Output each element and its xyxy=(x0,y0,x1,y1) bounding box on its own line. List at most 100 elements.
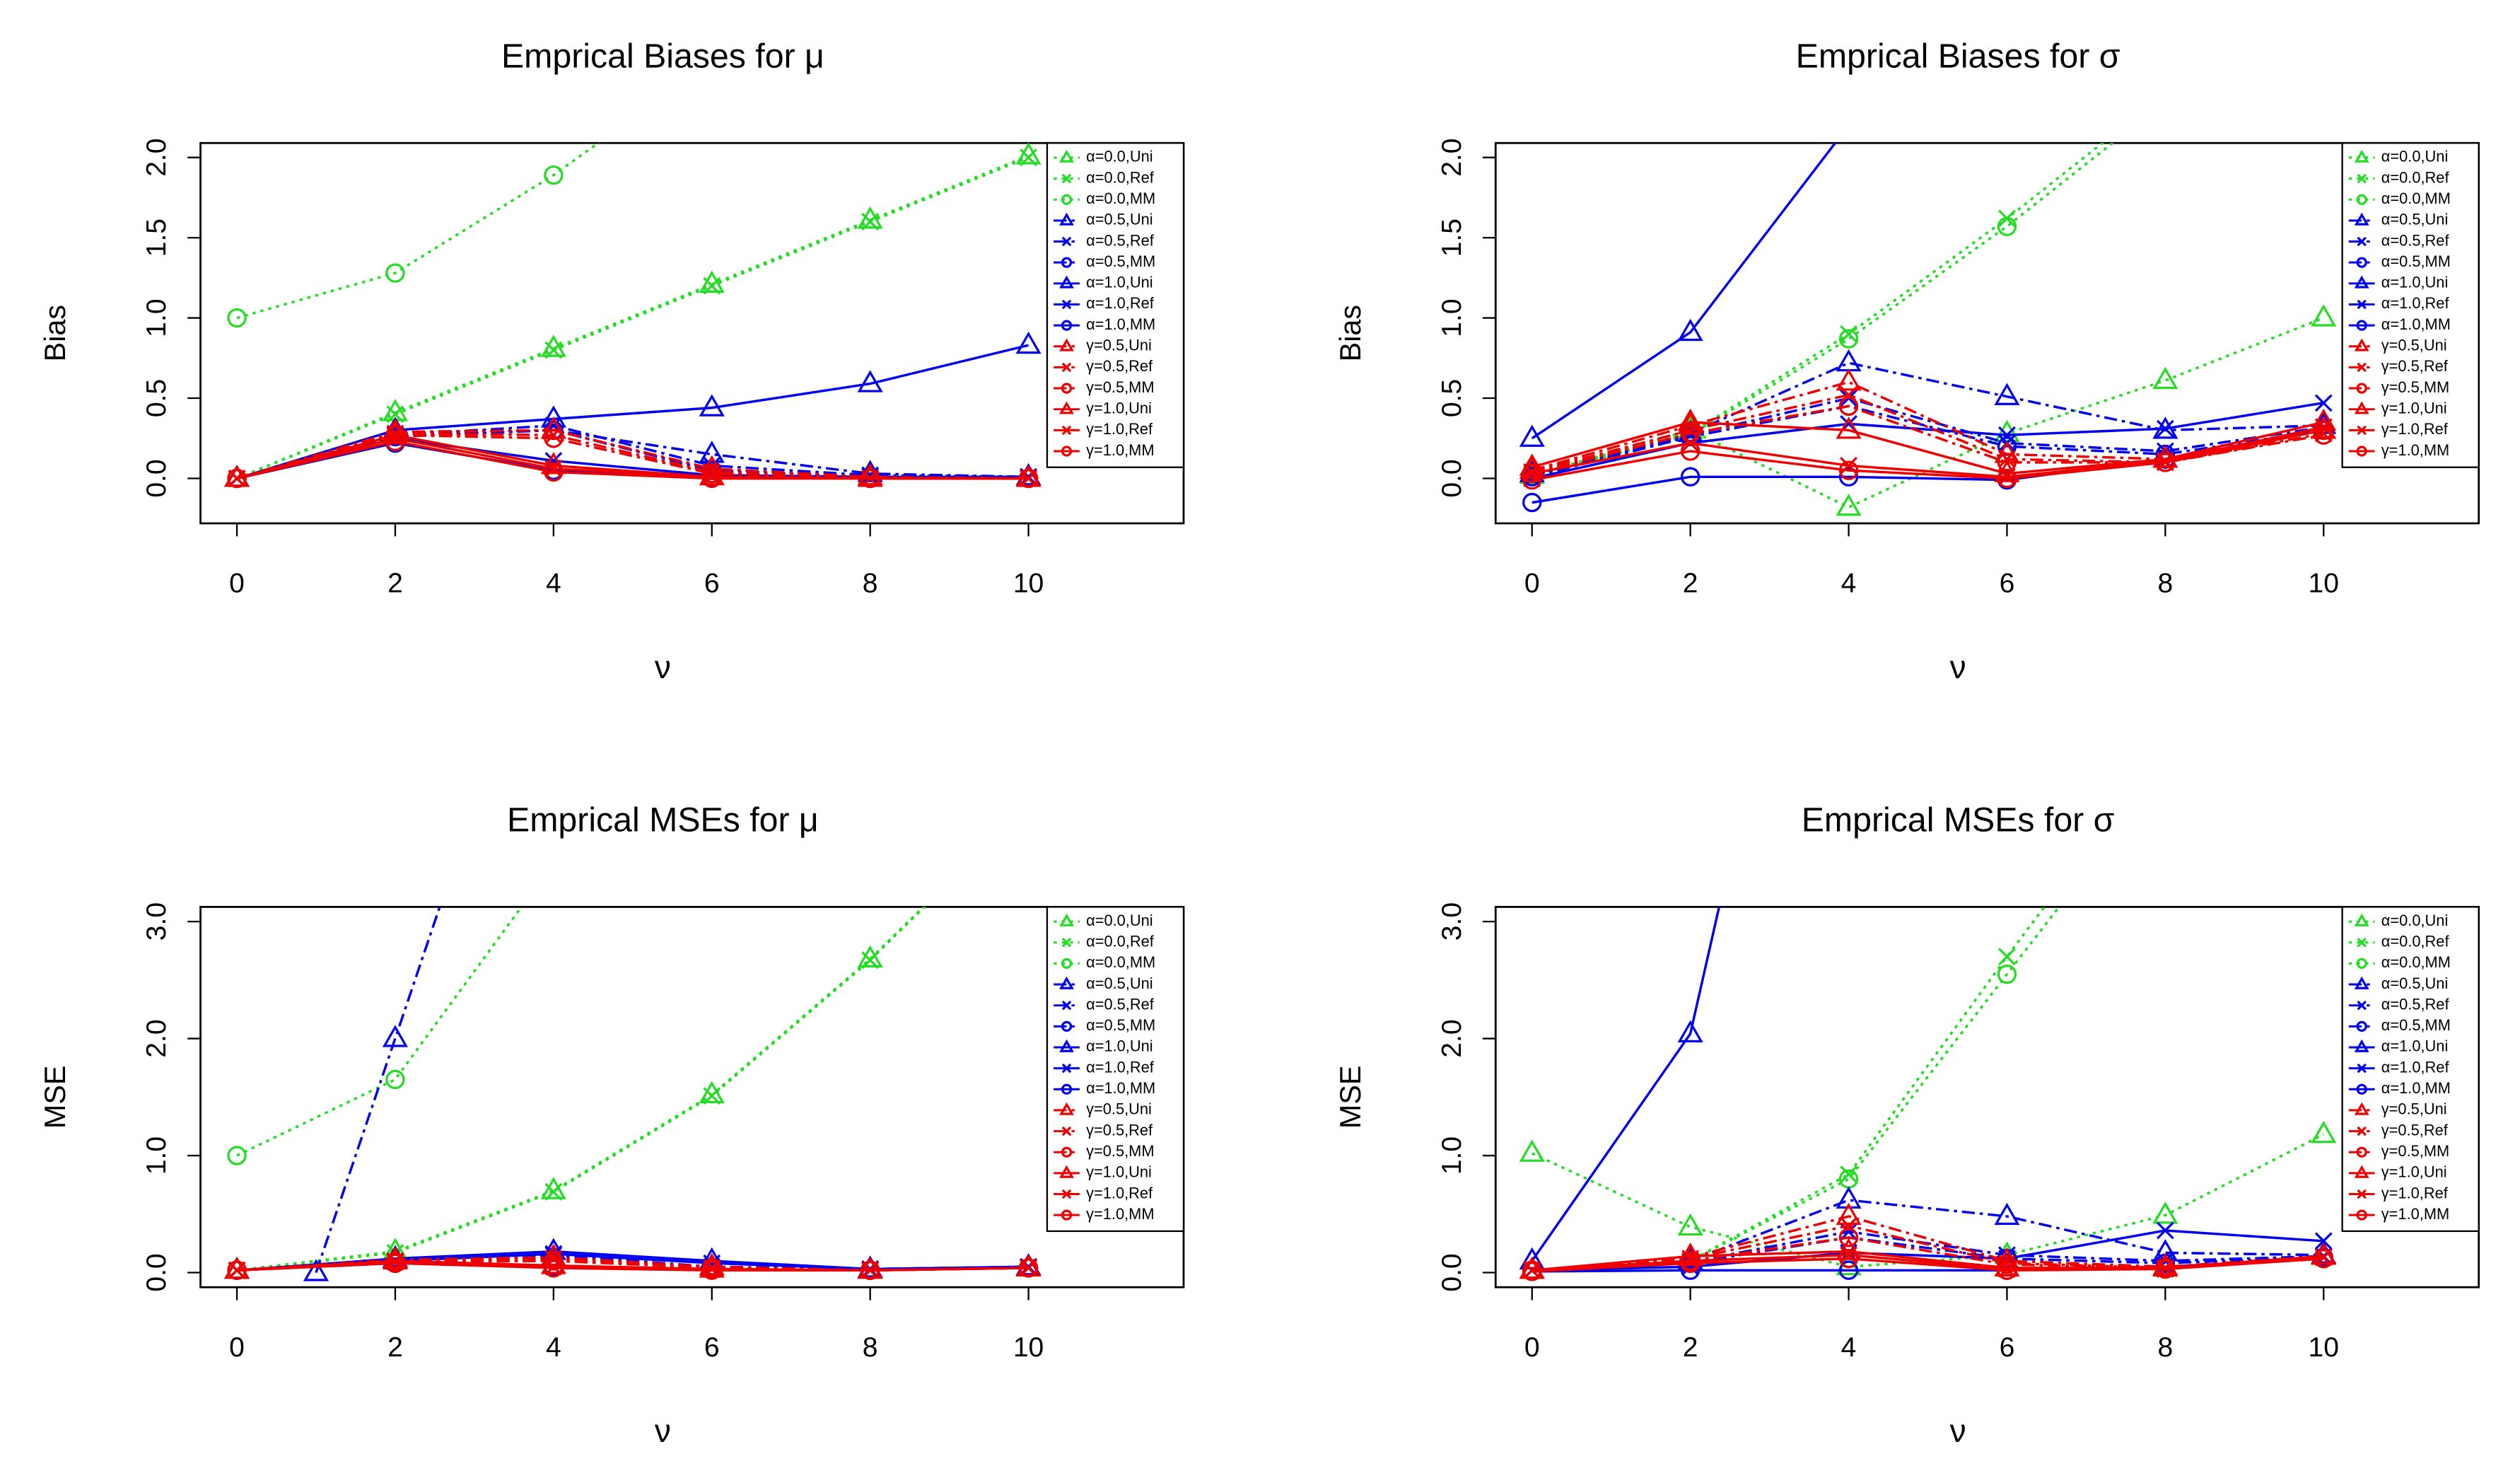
marker-circle xyxy=(1680,467,1701,487)
marker-triangle xyxy=(2354,401,2369,414)
marker-cross xyxy=(2357,299,2367,310)
marker-circle xyxy=(1997,964,2017,984)
plot-area xyxy=(1519,738,2337,1281)
marker-triangle xyxy=(2354,1039,2369,1052)
legend-label: γ=0.5,Uni xyxy=(1086,337,1152,354)
marker-triangle xyxy=(2354,149,2369,163)
legend-label: γ=0.5,Uni xyxy=(2381,1100,2447,1118)
marker-cross xyxy=(1998,426,2016,444)
x-tick-label: 0 xyxy=(229,569,245,599)
marker-circle xyxy=(385,431,405,451)
x-tick-label: 6 xyxy=(704,569,720,599)
y-tick-label: 2.0 xyxy=(141,1019,172,1057)
marker-circle xyxy=(704,679,721,696)
marker-circle xyxy=(544,1258,564,1278)
y-tick-label: 1.0 xyxy=(141,298,172,337)
legend-label: α=0.0,Uni xyxy=(2381,912,2449,929)
y-axis-label: MSE xyxy=(1334,1065,1367,1129)
legend-label: γ=0.5,Uni xyxy=(2381,337,2447,354)
marker-triangle xyxy=(1519,424,1545,447)
legend-label: α=0.0,MM xyxy=(2381,953,2451,971)
y-tick-label: 0.5 xyxy=(1437,379,1467,417)
marker-circle xyxy=(1997,1260,2017,1280)
x-tick-label: 8 xyxy=(2157,569,2173,599)
marker-cross xyxy=(1061,1126,1072,1136)
legend-label: γ=1.0,Uni xyxy=(2381,399,2447,417)
marker-circle xyxy=(1061,320,1073,331)
marker-cross xyxy=(1840,325,1857,343)
marker-triangle xyxy=(1519,1139,1545,1162)
series-line xyxy=(236,907,523,1157)
x-axis-label: ν xyxy=(655,1412,671,1449)
legend-label: γ=0.5,Ref xyxy=(1086,357,1153,375)
legend-label: γ=0.5,MM xyxy=(1086,378,1154,396)
series-line xyxy=(236,156,1029,480)
marker-circle xyxy=(2157,761,2174,778)
marker-triangle xyxy=(1059,212,1074,226)
marker-triangle xyxy=(1836,417,1862,439)
panel: Emprical Biases for μ ν Bias 0 2 4 6 8 10 0.0 0.5 1… xyxy=(39,37,1185,685)
legend-label: α=0.5,Uni xyxy=(2381,211,2449,228)
marker-triangle xyxy=(2311,1243,2337,1265)
plot-box xyxy=(1494,141,2480,525)
y-axis-label: Bias xyxy=(39,305,71,361)
marker-triangle xyxy=(2152,366,2178,390)
marker-triangle xyxy=(2354,1102,2369,1115)
legend: α=0.0,Uni α=0.0,Ref α=0.0,MM α=0.5,Uni α=0.5… xyxy=(1046,906,1185,1233)
marker-circle xyxy=(2356,446,2367,457)
legend-label: α=0.0,Ref xyxy=(1086,168,1155,186)
marker-triangle xyxy=(2354,976,2369,989)
legend-label: γ=0.5,MM xyxy=(2381,378,2449,396)
marker-triangle xyxy=(857,206,883,229)
series-line xyxy=(1531,907,1721,1262)
legend-label: γ=0.5,Ref xyxy=(1086,1121,1153,1139)
x-tick-label: 10 xyxy=(2309,569,2339,599)
marker-circle xyxy=(1061,1020,1073,1032)
marker-cross xyxy=(2156,1221,2174,1240)
marker-circle xyxy=(1061,446,1073,457)
legend-label: α=0.0,Uni xyxy=(2381,148,2449,165)
legend-label: α=1.0,Ref xyxy=(2381,294,2450,312)
marker-triangle xyxy=(699,270,725,293)
marker-triangle xyxy=(699,1255,725,1278)
x-axis-label: ν xyxy=(1950,648,1966,685)
marker-cross xyxy=(2157,738,2174,755)
legend-label: γ=1.0,MM xyxy=(1086,441,1154,459)
marker-triangle xyxy=(1838,114,1860,133)
y-tick-label: 2.0 xyxy=(141,139,172,177)
legend-label: α=0.0,Uni xyxy=(1086,912,1153,929)
legend: α=0.0,Uni α=0.0,Ref α=0.0,MM α=0.5,Uni α=0.5… xyxy=(2341,906,2480,1233)
marker-cross xyxy=(2157,86,2174,102)
marker-circle xyxy=(1061,194,1073,205)
marker-circle xyxy=(1997,216,2017,236)
legend-label: α=1.0,MM xyxy=(1086,1079,1155,1097)
marker-triangle xyxy=(1519,1256,1545,1279)
legend-label: α=0.0,Ref xyxy=(2381,933,2450,950)
marker-triangle xyxy=(382,1025,409,1047)
marker-cross xyxy=(1061,173,1072,184)
y-tick-label: 0.0 xyxy=(1437,1253,1467,1291)
marker-circle xyxy=(1061,383,1073,394)
x-tick-label: 8 xyxy=(863,1332,878,1363)
marker-triangle xyxy=(1836,1186,1862,1209)
marker-circle xyxy=(1838,1248,1859,1269)
legend: α=0.0,Uni α=0.0,Ref α=0.0,MM α=0.5,Uni α=0.5… xyxy=(2341,142,2480,468)
plot-area xyxy=(1519,86,2337,516)
marker-circle xyxy=(2356,1083,2367,1095)
y-axis-label: MSE xyxy=(39,1065,71,1129)
marker-triangle xyxy=(2152,1202,2178,1224)
marker-triangle xyxy=(1994,383,2020,405)
legend-label: α=0.0,MM xyxy=(1086,190,1155,207)
marker-circle xyxy=(2356,194,2367,205)
legend-label: γ=1.0,Uni xyxy=(1086,1163,1152,1181)
series-line xyxy=(236,154,1029,480)
x-tick-label: 2 xyxy=(387,1332,403,1363)
legend-label: γ=1.0,Ref xyxy=(2381,1184,2449,1202)
x-tick-label: 4 xyxy=(546,1332,561,1363)
series-line xyxy=(1532,397,2324,477)
series-line xyxy=(236,1262,1029,1272)
x-tick-label: 2 xyxy=(1683,1332,1698,1363)
marker-cross xyxy=(2357,1063,2367,1074)
y-tick-label: 1.0 xyxy=(1437,298,1467,337)
marker-triangle xyxy=(1519,1247,1545,1270)
